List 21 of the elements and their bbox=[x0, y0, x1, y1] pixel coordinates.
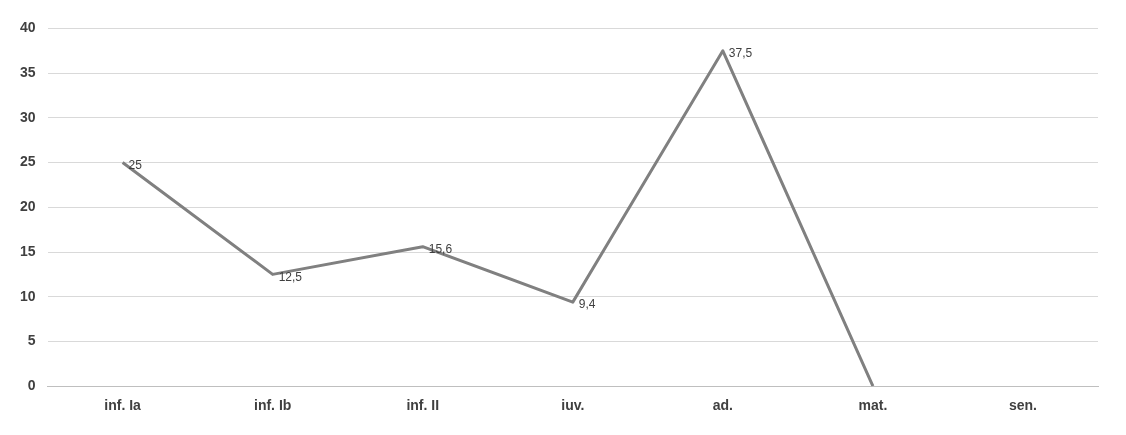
x-tick-label: inf. II bbox=[406, 397, 440, 414]
y-tick-label: 30 bbox=[19, 108, 36, 125]
data-label: 15,6 bbox=[428, 241, 453, 256]
y-tick-label: 35 bbox=[19, 63, 36, 80]
x-tick-label: inf. Ia bbox=[104, 397, 142, 414]
data-label: 12,5 bbox=[278, 269, 303, 284]
y-tick-label: 0 bbox=[27, 377, 36, 394]
data-label: 25 bbox=[128, 157, 143, 172]
y-tick-label: 25 bbox=[19, 153, 36, 170]
y-tick-label: 15 bbox=[19, 242, 36, 259]
y-tick-label: 40 bbox=[19, 19, 36, 36]
x-tick-label: mat. bbox=[858, 397, 888, 414]
x-tick-label: sen. bbox=[1008, 397, 1037, 414]
y-tick-label: 5 bbox=[27, 332, 36, 349]
x-tick-label: ad. bbox=[712, 397, 733, 414]
x-tick-label: inf. Ib bbox=[254, 397, 292, 414]
y-tick-label: 10 bbox=[19, 287, 36, 304]
y-tick-label: 20 bbox=[19, 198, 36, 215]
x-tick-label: iuv. bbox=[561, 397, 585, 414]
data-label: 9,4 bbox=[578, 297, 596, 312]
data-label: 37,5 bbox=[728, 46, 753, 61]
